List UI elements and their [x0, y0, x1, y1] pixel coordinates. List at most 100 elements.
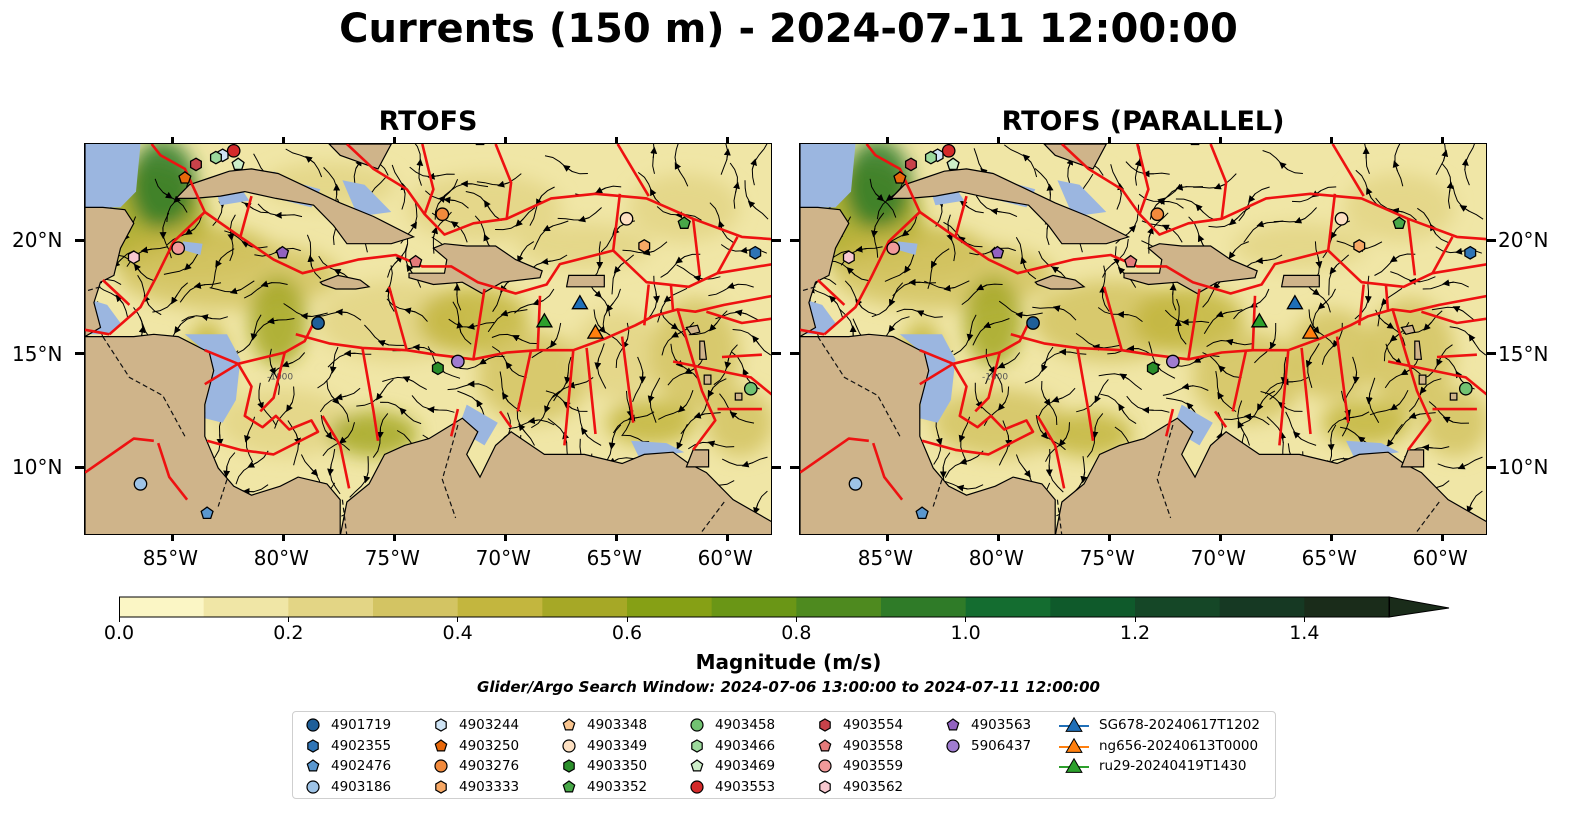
legend-marker-icon — [819, 718, 831, 732]
colorbar-segment — [627, 597, 713, 617]
legend-item: ru29-20240419T1430 — [1059, 756, 1246, 776]
streamline-arrow — [1422, 444, 1434, 452]
search-window-text: Glider/Argo Search Window: 2024-07-06 13… — [477, 678, 1100, 696]
legend-marker-icon — [306, 779, 320, 794]
streamline-arrow — [1279, 431, 1287, 443]
legend-marker-icon — [946, 738, 960, 753]
colorbar-segment — [203, 597, 289, 617]
country-border — [932, 479, 943, 507]
map-panel-rtofs[interactable]: -1000 — [84, 143, 772, 535]
colorbar-segment — [881, 597, 967, 617]
streamline-arrow — [605, 302, 614, 312]
colorbar-tick-label: 1.4 — [1289, 622, 1320, 644]
streamline-arrow — [309, 467, 319, 477]
streamline-arrow — [594, 358, 602, 370]
streamline-arrow — [162, 191, 173, 199]
streamline-arrow — [562, 165, 573, 172]
country-border — [701, 501, 725, 532]
streamline-arrow — [1118, 403, 1125, 414]
colorbar-tick-label: 0.8 — [781, 622, 812, 644]
streamline-arrow — [247, 461, 258, 468]
streamline-arrow — [1352, 372, 1360, 384]
land-puertoRico — [1280, 274, 1320, 288]
eez-boundary-line — [974, 352, 1001, 413]
streamline-arrow — [1389, 255, 1400, 263]
streamline-arrow — [184, 228, 195, 236]
eez-boundary-line — [321, 415, 351, 489]
map-panel-rtofs-parallel[interactable]: -1000 — [799, 143, 1487, 535]
streamline-arrow — [1046, 183, 1054, 196]
isobath-label: -1000 — [982, 373, 1008, 383]
streamline-arrow — [1466, 502, 1474, 514]
streamline-arrow — [747, 200, 757, 210]
legend-marker-icon — [946, 718, 960, 731]
legend-label: 4903186 — [331, 778, 392, 795]
streamline-arrow — [956, 484, 968, 492]
eez-boundary-line — [1421, 310, 1486, 325]
isobath-label: -1000 — [267, 373, 293, 383]
streamline-arrow — [1384, 322, 1395, 329]
marker-4903466 — [209, 150, 222, 165]
lon-tick-mark — [1219, 137, 1223, 143]
eez-boundary-line — [1384, 284, 1390, 312]
streamline-arrow — [855, 245, 867, 253]
streamline-arrow — [997, 401, 1006, 411]
colorbar — [119, 596, 1450, 618]
colorbar-tick-label: 1.2 — [1119, 622, 1151, 644]
colorbar-tick — [118, 617, 120, 622]
streamline-arrow — [734, 309, 747, 317]
streamline-arrow — [307, 254, 315, 267]
colorbar-segment — [1135, 597, 1221, 617]
streamline-arrow — [1228, 249, 1236, 260]
streamline-arrow — [244, 431, 251, 443]
shallow-water — [182, 241, 203, 255]
streamline-arrow — [1305, 356, 1313, 368]
streamline-arrow — [1256, 220, 1268, 228]
marker-4903466 — [924, 150, 937, 165]
streamline-arrow — [750, 158, 757, 170]
streamline-arrow — [376, 390, 384, 401]
streamline-arrow — [300, 312, 313, 320]
streamline-arrow — [1020, 256, 1027, 268]
streamline-arrow — [241, 241, 252, 248]
lon-tick-mark — [171, 535, 175, 541]
streamline-arrow — [1327, 439, 1335, 452]
streamline-arrow — [966, 329, 974, 342]
land-barbados — [1449, 392, 1458, 401]
legend-marker-icon — [435, 779, 447, 794]
eez-boundary-line — [156, 442, 189, 501]
eez-boundary-line — [676, 309, 717, 451]
streamline-arrow — [1329, 265, 1337, 275]
legend-marker-icon — [690, 718, 704, 732]
streamline-arrow — [1419, 384, 1428, 395]
streamline-arrow — [1244, 413, 1256, 421]
colorbar-tick — [287, 617, 289, 622]
eez-boundary-line — [516, 349, 533, 412]
shallow-water — [897, 241, 918, 255]
streamline-arrow — [675, 256, 685, 264]
colorbar-extend-arrow — [1388, 596, 1450, 618]
marker-SG678-20240617T1202 — [1286, 294, 1304, 310]
legend-marker-icon — [563, 759, 575, 773]
eez-boundary-line — [1406, 218, 1417, 276]
marker-4903558 — [1124, 254, 1138, 268]
lat-tick-mark — [790, 238, 799, 242]
marker-5906437 — [1166, 354, 1180, 369]
land-lesser2 — [699, 340, 708, 360]
legend-item: ng656-20240613T0000 — [1059, 736, 1258, 756]
eez-boundary-line — [1164, 408, 1175, 437]
lon-tick-label: 75°W — [1079, 546, 1135, 570]
streamline-arrow — [305, 155, 315, 164]
colorbar-segment — [796, 597, 882, 617]
streamline-arrow — [542, 224, 554, 232]
eez-boundary-line — [921, 363, 1035, 456]
streamline-arrow — [1015, 311, 1027, 319]
legend-item: 4903469 — [689, 756, 775, 776]
streamline-arrow — [707, 387, 715, 398]
marker-ru29-20240419T1430 — [1250, 312, 1269, 328]
marker-4903458 — [743, 381, 758, 396]
eez-boundary-line — [706, 310, 771, 325]
legend-label: 4903469 — [715, 758, 776, 774]
observation-markers — [842, 144, 1477, 520]
legend-marker-icon — [562, 718, 576, 731]
